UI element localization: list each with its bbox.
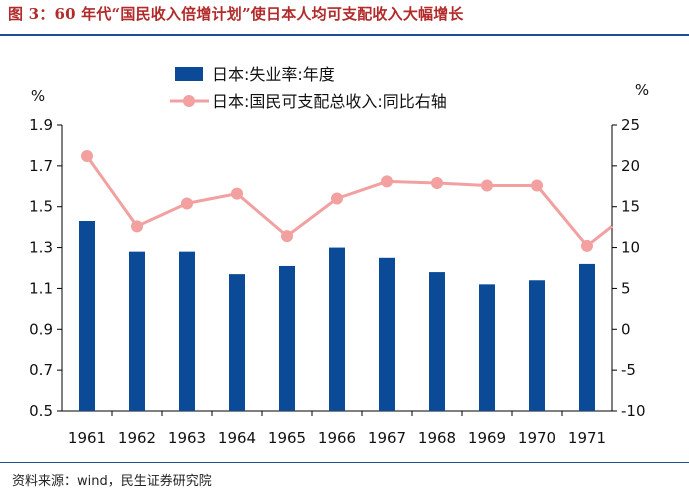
x-axis-tick-label: 1965 — [268, 429, 306, 447]
line-point-disposable-income — [431, 177, 443, 190]
left-axis-tick-label: 1.1 — [29, 279, 53, 297]
title-divider — [0, 34, 689, 36]
right-axis-tick-label: 10 — [621, 239, 640, 257]
figure-title: 图 3：60 年代“国民收入倍增计划”使日本人均可支配收入大幅增长 — [8, 5, 464, 23]
legend-marker-income — [183, 95, 195, 107]
right-axis-tick-label: 0 — [621, 320, 631, 338]
legend-label-unemployment: 日本:失业率:年度 — [212, 65, 335, 84]
x-axis-tick-label: 1970 — [518, 429, 556, 447]
x-axis-tick-label: 1964 — [218, 429, 256, 447]
x-axis-tick-label: 1966 — [318, 429, 356, 447]
line-point-disposable-income — [131, 220, 143, 233]
line-point-disposable-income — [81, 150, 93, 163]
line-point-disposable-income — [281, 230, 293, 243]
bar-unemployment — [429, 272, 445, 411]
line-point-disposable-income — [581, 239, 593, 252]
x-axis-tick-label: 1968 — [418, 429, 456, 447]
bar-unemployment — [329, 247, 345, 411]
source-divider — [0, 462, 689, 463]
left-axis-tick-label: 0.5 — [29, 402, 53, 420]
line-point-disposable-income — [381, 175, 393, 188]
line-disposable-income-yoy — [85, 155, 613, 248]
line-point-disposable-income — [481, 179, 493, 192]
line-point-disposable-income — [181, 197, 193, 210]
line-point-disposable-income — [231, 187, 243, 200]
right-axis-tick-label: 5 — [621, 279, 631, 297]
bar-unemployment — [479, 284, 495, 411]
right-axis-unit: % — [635, 81, 649, 99]
bar-unemployment — [579, 263, 595, 411]
x-axis-tick-label: 1967 — [368, 429, 406, 447]
legend-swatch-unemployment — [175, 67, 203, 81]
bar-unemployment — [229, 274, 245, 411]
right-axis-tick-label: -10 — [621, 402, 646, 420]
left-axis-unit: % — [31, 87, 45, 105]
right-axis-tick-label: 25 — [621, 116, 640, 134]
right-axis-tick-label: 20 — [621, 157, 640, 175]
left-axis-tick-label: 1.5 — [29, 198, 53, 216]
left-axis-tick-label: 0.9 — [29, 320, 53, 338]
left-axis-tick-label: 1.9 — [29, 116, 53, 134]
legend-label-income: 日本:国民可支配总收入:同比右轴 — [212, 92, 447, 111]
left-axis-tick-label: 1.3 — [29, 239, 53, 257]
bar-unemployment — [379, 257, 395, 411]
x-axis-tick-label: 1961 — [68, 429, 106, 447]
line-point-disposable-income — [531, 179, 543, 192]
right-axis-tick-label: -5 — [621, 361, 636, 379]
bar-unemployment — [129, 251, 145, 411]
left-axis-tick-label: 0.7 — [29, 361, 53, 379]
bar-unemployment — [529, 280, 545, 411]
x-axis-tick-label: 1971 — [568, 429, 606, 447]
bar-unemployment — [279, 265, 295, 411]
bar-unemployment — [179, 251, 195, 411]
line-point-disposable-income — [331, 192, 343, 205]
x-axis-tick-label: 1969 — [468, 429, 506, 447]
left-axis-tick-label: 1.7 — [29, 157, 53, 175]
right-axis-tick-label: 15 — [621, 198, 640, 216]
source-note: 资料来源：wind，民生证券研究院 — [12, 474, 212, 489]
x-axis-tick-label: 1963 — [168, 429, 206, 447]
bar-unemployment — [79, 221, 95, 411]
x-axis-tick-label: 1962 — [118, 429, 156, 447]
